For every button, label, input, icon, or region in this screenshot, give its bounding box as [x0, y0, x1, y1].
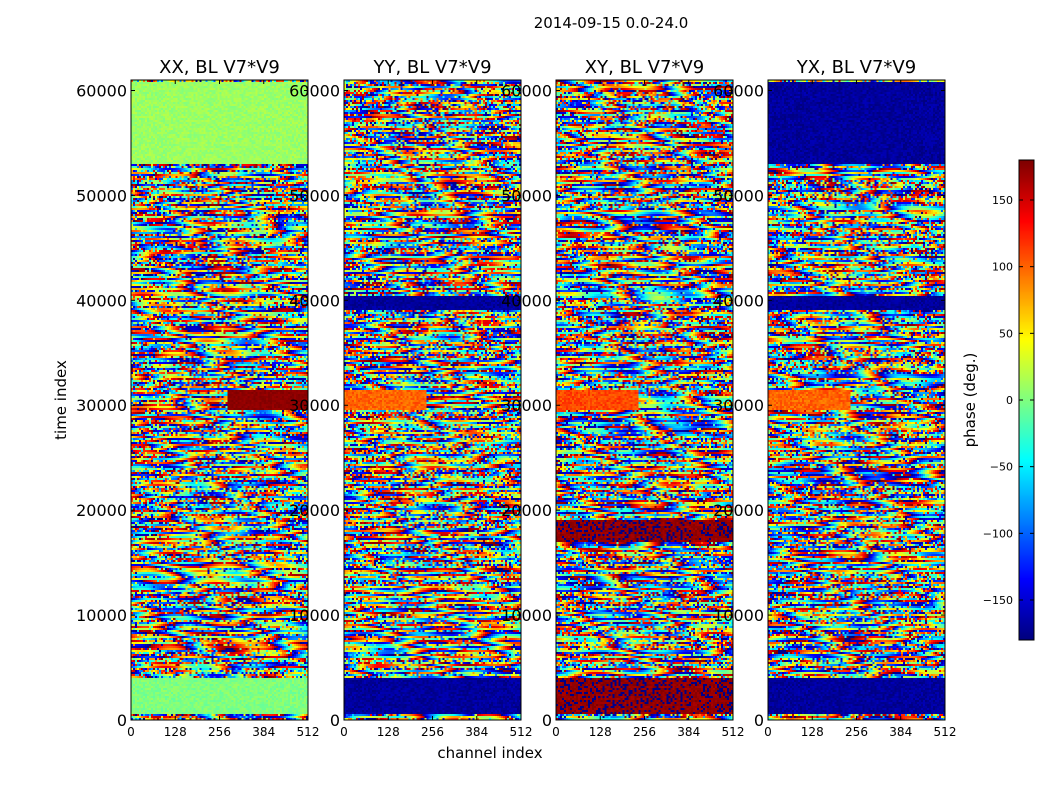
y-tick-label: 10000	[289, 606, 340, 625]
x-tick-label: 0	[127, 725, 135, 739]
panel-0: XX, BL V7*V9 0 10000 20000 30000 40000 50000 60…	[76, 57, 319, 739]
y-tick-label: 40000	[76, 291, 127, 310]
colorbar-tick-label: 0	[1006, 394, 1013, 407]
heatmap-image	[344, 80, 521, 720]
y-tick-label: 30000	[501, 396, 552, 415]
y-tick-label: 20000	[289, 501, 340, 520]
colorbar-tick-label: 150	[992, 194, 1013, 207]
colorbar-tick-label: −100	[983, 527, 1013, 540]
colorbar-tick-label: −50	[990, 461, 1013, 474]
x-tick-label: 512	[510, 725, 533, 739]
panel-title: YY, BL V7*V9	[372, 57, 491, 78]
colorbar-tick-label: 100	[992, 261, 1013, 274]
panel-title: YX, BL V7*V9	[796, 57, 916, 78]
heatmap-panels: XX, BL V7*V9 0 10000 20000 30000 40000 50000 60…	[76, 57, 956, 739]
x-tick-label: 0	[764, 725, 772, 739]
panel-3: YX, BL V7*V9 0 10000 20000 30000 40000 50000 60…	[713, 57, 956, 739]
y-axis-label: time index	[52, 360, 70, 440]
x-tick-label: 256	[208, 725, 231, 739]
x-tick-label: 512	[722, 725, 745, 739]
y-tick-label: 60000	[76, 81, 127, 100]
y-tick-label: 50000	[76, 186, 127, 205]
heatmap-image	[768, 80, 945, 720]
y-tick-label: 60000	[501, 81, 552, 100]
x-tick-label: 512	[297, 725, 320, 739]
x-tick-label: 256	[421, 725, 444, 739]
y-tick-label: 30000	[289, 396, 340, 415]
y-tick-label: 30000	[76, 396, 127, 415]
y-tick-label: 20000	[76, 501, 127, 520]
y-tick-label: 40000	[713, 291, 764, 310]
x-tick-label: 384	[677, 725, 700, 739]
y-tick-label: 40000	[289, 291, 340, 310]
y-tick-label: 10000	[501, 606, 552, 625]
x-tick-label: 128	[801, 725, 824, 739]
x-tick-label: 128	[164, 725, 187, 739]
y-tick-label: 50000	[501, 186, 552, 205]
colorbar: 150 100 50 0 −50 −100 −150	[983, 159, 1035, 641]
x-tick-label: 384	[889, 725, 912, 739]
y-tick-label: 20000	[501, 501, 552, 520]
colorbar-tick-label: 50	[999, 327, 1013, 340]
y-tick-label: 60000	[713, 81, 764, 100]
x-tick-label: 256	[845, 725, 868, 739]
x-tick-label: 128	[589, 725, 612, 739]
y-tick-label: 50000	[713, 186, 764, 205]
y-tick-label: 0	[542, 711, 552, 730]
x-tick-label: 512	[934, 725, 957, 739]
colorbar-label: phase (deg.)	[961, 353, 979, 448]
x-tick-label: 384	[465, 725, 488, 739]
x-tick-label: 256	[633, 725, 656, 739]
y-tick-label: 0	[754, 711, 764, 730]
y-tick-label: 10000	[76, 606, 127, 625]
panel-2: XY, BL V7*V9 0 10000 20000 30000 40000 50000 60…	[501, 57, 744, 739]
colorbar-gradient	[1019, 160, 1034, 640]
colorbar-tick-label: −150	[983, 594, 1013, 607]
heatmap-image	[556, 80, 733, 720]
y-tick-label: 20000	[713, 501, 764, 520]
x-tick-label: 0	[552, 725, 560, 739]
y-tick-label: 0	[117, 711, 127, 730]
panel-title: XX, BL V7*V9	[159, 57, 280, 78]
x-tick-label: 128	[377, 725, 400, 739]
y-tick-label: 50000	[289, 186, 340, 205]
x-tick-label: 0	[340, 725, 348, 739]
panel-1: YY, BL V7*V9 0 10000 20000 30000 40000 50000 60…	[289, 57, 532, 739]
y-tick-label: 10000	[713, 606, 764, 625]
x-axis-label: channel index	[437, 744, 542, 762]
panel-title: XY, BL V7*V9	[585, 57, 704, 78]
y-tick-label: 30000	[713, 396, 764, 415]
y-tick-label: 0	[330, 711, 340, 730]
figure-title: 2014-09-15 0.0-24.0	[534, 14, 689, 32]
heatmap-image	[131, 80, 308, 720]
y-tick-label: 40000	[501, 291, 552, 310]
y-tick-label: 60000	[289, 81, 340, 100]
x-tick-label: 384	[252, 725, 275, 739]
